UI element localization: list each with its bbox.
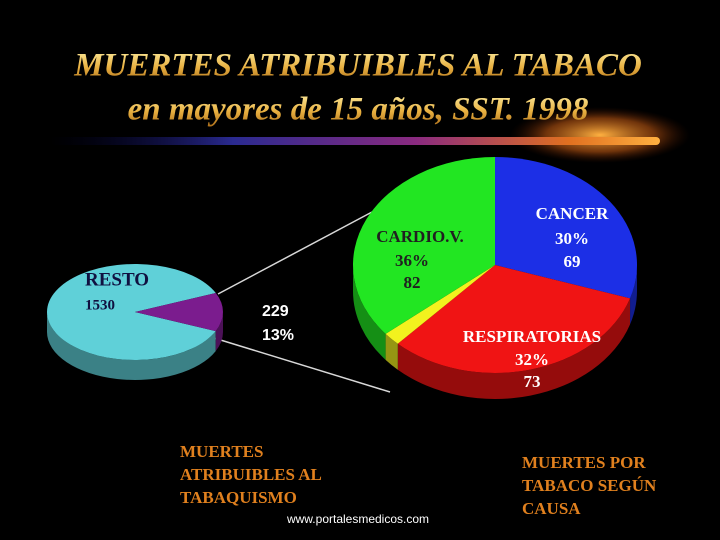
value-label: 1530 (85, 297, 115, 313)
value-label: 32% (515, 350, 549, 369)
title: MUERTES ATRIBUIBLES AL TABACO (73, 48, 642, 84)
pie-slice (385, 265, 495, 344)
source: www.portalesmedicos.com (286, 512, 429, 526)
slice-side (215, 312, 223, 352)
connector (217, 211, 373, 295)
value-label: 73 (524, 372, 541, 391)
pie-slice (47, 264, 216, 360)
slice-label: RESTO (85, 269, 149, 290)
value-label: 69 (564, 252, 581, 271)
pie-slice (397, 265, 631, 374)
caption: MUERTES (180, 442, 263, 461)
value-label: 13% (262, 327, 294, 344)
caption: TABACO SEGÚN (522, 476, 657, 495)
value-label: 229 (262, 303, 289, 320)
slice-side (630, 265, 637, 325)
pie-slice (495, 157, 637, 299)
slice-side (47, 312, 216, 380)
slice-side (353, 265, 386, 360)
slice-side (397, 298, 631, 400)
subtitle: en mayores de 15 años, SST. 1998 (128, 92, 589, 128)
slice-side (385, 333, 398, 370)
pie-slice (352, 157, 495, 334)
value-label: 36% (395, 251, 429, 270)
caption: ATRIBUIBLES AL (180, 465, 322, 484)
slice-label: CANCER (536, 204, 609, 223)
caption: TABAQUISMO (180, 488, 297, 507)
slice-label: CARDIO.V. (376, 227, 464, 246)
decor-glow (510, 107, 690, 163)
caption: MUERTES POR (522, 453, 646, 472)
caption: CAUSA (522, 499, 581, 518)
decor-streak (50, 137, 660, 145)
slice-label: RESPIRATORIAS (463, 327, 601, 346)
value-label: 82 (404, 273, 421, 292)
value-label: 30% (555, 229, 589, 248)
pie-slice (135, 292, 224, 332)
connector (213, 337, 391, 393)
